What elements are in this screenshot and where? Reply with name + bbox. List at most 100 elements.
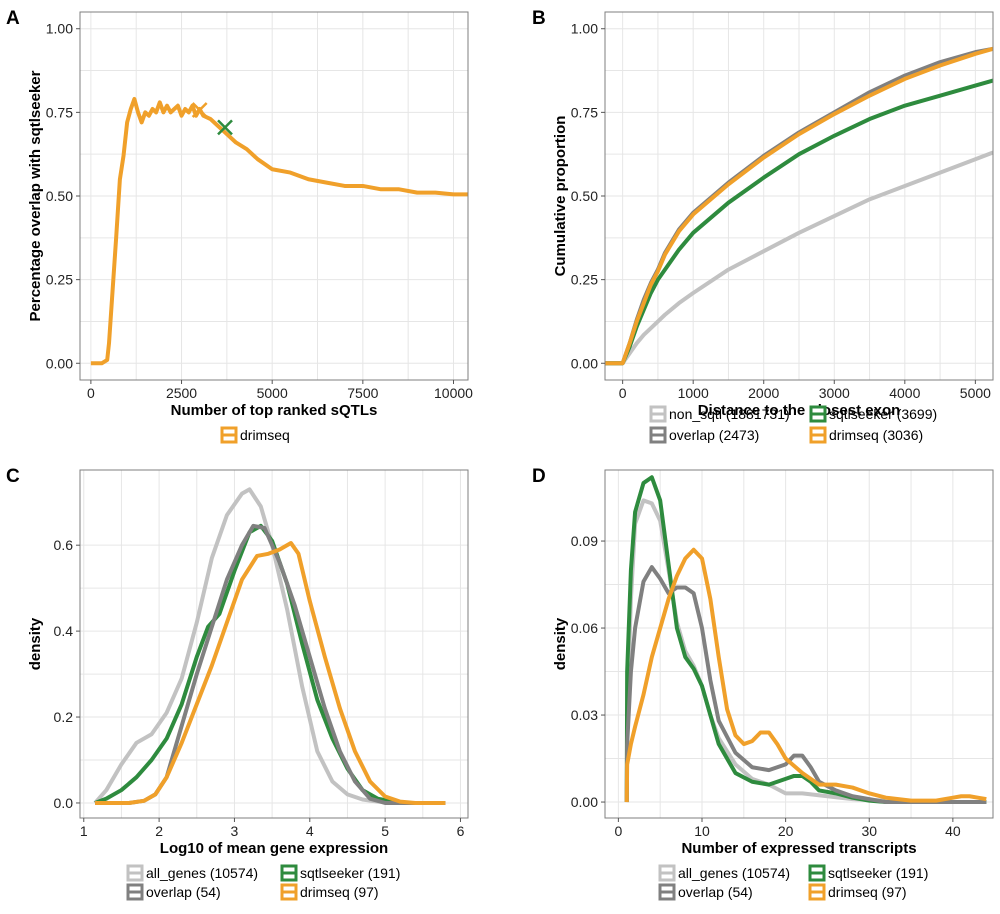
x-tick-label: 5000: [960, 385, 991, 401]
panel-label-b: B: [532, 8, 546, 29]
legend-item-drimseq: drimseq (3036): [809, 426, 923, 444]
plot-frame-c: [79, 469, 469, 819]
legend-item-sqtlseeker: sqtlseeker (3699): [809, 405, 937, 423]
x-tick-label: 3000: [819, 385, 850, 401]
y-tick-label: 0.06: [571, 620, 598, 636]
y-axis-title: density: [552, 617, 569, 670]
plot-area-d: [605, 470, 993, 818]
legend-label: drimseq: [240, 427, 290, 443]
legend-label: sqtlseeker (191): [300, 865, 400, 881]
legend-item-sqtlseeker: sqtlseeker (191): [808, 864, 928, 882]
legend-item-overlap: overlap (54): [126, 883, 221, 901]
legend-item-drimseq: drimseq (97): [280, 883, 379, 901]
series-line-drimseq: [605, 46, 994, 366]
x-tick-label: 1: [80, 823, 88, 839]
plot-area-c: [80, 470, 468, 818]
marker-x-drimseq: [191, 102, 208, 118]
y-axis-title: density: [27, 617, 44, 670]
legend-c: all_genes (10574) sqtlseeker (191) overlap…: [126, 864, 400, 901]
series-line-all: [605, 150, 994, 366]
grid-a: [80, 12, 468, 380]
panel-label-c: C: [6, 466, 20, 487]
x-tick-label: 5: [381, 823, 389, 839]
x-tick-label: 7500: [347, 385, 378, 401]
x-tick-label: 4000: [889, 385, 920, 401]
y-tick-label: 0.50: [46, 188, 73, 204]
x-tick-label: 10000: [434, 385, 473, 401]
y-tick-label: 0.75: [571, 104, 598, 120]
x-tick-label: 3: [231, 823, 239, 839]
series-line-drimseq: [90, 96, 468, 366]
y-tick-label: 0.2: [54, 709, 74, 725]
x-tick-label: 0: [614, 823, 622, 839]
legend-label: drimseq (3036): [829, 427, 923, 443]
chart-d: 0 10 20 30 40 0.00 0.03 0.06 0.09 Number of expre…: [552, 469, 994, 901]
marker-stroke: [217, 119, 233, 136]
y-tick-label: 0.0: [54, 795, 74, 811]
x-tick-label: 2: [155, 823, 163, 839]
y-axis-title: Cumulative proportion: [552, 116, 569, 277]
x-tick-label: 10: [694, 823, 710, 839]
legend-label: overlap (54): [678, 884, 753, 900]
panel-c: C: [6, 466, 20, 487]
panel-label-a: A: [6, 8, 20, 29]
legend-item-overlap: overlap (2473): [649, 426, 759, 444]
legend-item-sqtlseeker: sqtlseeker (191): [280, 864, 400, 882]
legend-d: all_genes (10574) sqtlseeker (191) overlap…: [658, 864, 928, 901]
y-tick-label: 0.00: [46, 355, 73, 371]
x-axis-title: Number of top ranked sQTLs: [171, 402, 378, 419]
y-tick-label: 0.03: [571, 707, 598, 723]
x-tick-label: 1000: [678, 385, 709, 401]
plot-frame-d: [604, 469, 994, 819]
y-tick-label: 0.4: [54, 623, 74, 639]
grid-b: [605, 12, 993, 380]
legend-label: drimseq (97): [828, 884, 907, 900]
legend-item-all: all_genes (10574): [126, 864, 258, 882]
x-tick-label: 6: [457, 823, 465, 839]
legend-label: sqtlseeker (191): [828, 865, 928, 881]
panel-b: B: [532, 8, 546, 29]
y-tick-label: 0.25: [571, 272, 598, 288]
x-tick-label: 5000: [257, 385, 288, 401]
legend-item-all: all_genes (10574): [658, 864, 790, 882]
chart-a: 0 2500 5000 7500 10000 0.00 0.25 0.50 0.75 1.00 Nu…: [27, 11, 473, 444]
y-tick-label: 1.00: [571, 21, 598, 37]
legend-label: all_genes (10574): [146, 865, 258, 881]
x-tick-label: 0: [87, 385, 95, 401]
series-group-c: [93, 487, 446, 805]
series-line-overlap: [624, 565, 987, 805]
x-tick-label: 40: [945, 823, 961, 839]
series-line-drimseq: [624, 547, 987, 803]
x-tick-label: 2500: [166, 385, 197, 401]
marker-x-sqtlseeker: [217, 119, 233, 136]
x-tick-label: 20: [778, 823, 794, 839]
panel-d: D: [532, 466, 546, 487]
x-tick-label: 0: [619, 385, 627, 401]
legend-item-overlap: overlap (54): [658, 883, 753, 901]
legend-label: drimseq (97): [300, 884, 379, 900]
y-axis-title: Percentage overlap with sqtlseeker: [27, 70, 44, 321]
legend-label: overlap (54): [146, 884, 221, 900]
legend-item-drimseq: drimseq: [220, 426, 290, 444]
series-line-sqtlseeker: [624, 475, 987, 805]
legend-label: all_genes (10574): [678, 865, 790, 881]
y-tick-label: 0.75: [46, 104, 73, 120]
legend-b: non_sqtl (1881731) overlap (2473) sqtlseek…: [649, 405, 937, 444]
series-line-drimseq: [95, 541, 446, 805]
panel-a: A: [6, 8, 20, 29]
chart-c: 1 2 3 4 5 6 0.0 0.2 0.4 0.6 Log10 of mean gene exp…: [27, 469, 469, 901]
series-group-d: [624, 475, 987, 805]
y-tick-label: 0.09: [571, 533, 598, 549]
x-tick-label: 2000: [748, 385, 779, 401]
legend-label: sqtlseeker (3699): [829, 406, 937, 422]
series-group-b: [605, 46, 994, 366]
x-tick-label: 30: [861, 823, 877, 839]
y-tick-label: 0.00: [571, 794, 598, 810]
x-axis-title: Number of expressed transcripts: [681, 840, 916, 857]
chart-b: 0 1000 2000 3000 4000 5000 0.00 0.25 0.50 0.75 1.0…: [552, 11, 994, 444]
y-tick-label: 0.6: [54, 537, 74, 553]
legend-label: overlap (2473): [669, 427, 759, 443]
y-tick-label: 1.00: [46, 21, 73, 37]
x-tick-label: 4: [306, 823, 314, 839]
